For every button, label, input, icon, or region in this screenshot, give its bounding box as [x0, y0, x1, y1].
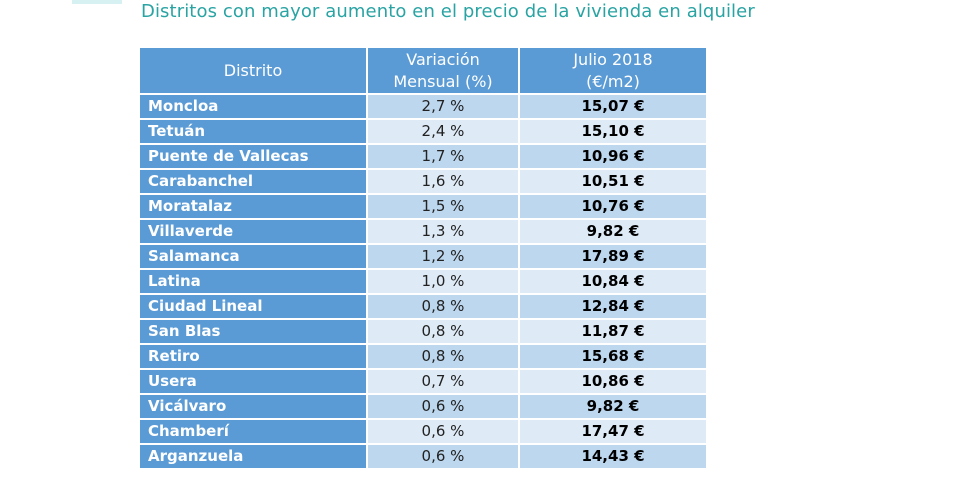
table-row: San Blas 0,8 % 11,87 € — [140, 320, 706, 343]
header-variacion: Variación Mensual (%) — [368, 48, 518, 93]
cell-precio: 17,89 € — [520, 245, 706, 268]
table-header: Distrito Variación Mensual (%) Julio 201… — [140, 48, 706, 93]
cell-precio: 15,10 € — [520, 120, 706, 143]
cell-precio: 11,87 € — [520, 320, 706, 343]
header-precio: Julio 2018 (€/m2) — [520, 48, 706, 93]
table-row: Villaverde 1,3 % 9,82 € — [140, 220, 706, 243]
table-row: Chamberí 0,6 % 17,47 € — [140, 420, 706, 443]
header-precio-line1: Julio 2018 — [573, 49, 653, 69]
cell-variacion: 0,6 % — [368, 395, 518, 418]
cell-variacion: 1,2 % — [368, 245, 518, 268]
cell-distrito: Moratalaz — [140, 195, 366, 218]
cell-precio: 10,96 € — [520, 145, 706, 168]
cell-variacion: 2,4 % — [368, 120, 518, 143]
table-row: Vicálvaro 0,6 % 9,82 € — [140, 395, 706, 418]
cell-precio: 9,82 € — [520, 395, 706, 418]
cell-precio: 15,07 € — [520, 95, 706, 118]
cell-precio: 10,76 € — [520, 195, 706, 218]
table-row: Latina 1,0 % 10,84 € — [140, 270, 706, 293]
cell-variacion: 1,6 % — [368, 170, 518, 193]
cell-distrito: Chamberí — [140, 420, 366, 443]
cell-variacion: 2,7 % — [368, 95, 518, 118]
cell-precio: 10,51 € — [520, 170, 706, 193]
cell-variacion: 1,7 % — [368, 145, 518, 168]
cell-variacion: 0,8 % — [368, 295, 518, 318]
table-row: Salamanca 1,2 % 17,89 € — [140, 245, 706, 268]
table-body: Moncloa 2,7 % 15,07 € Tetuán 2,4 % 15,10 € Pue… — [140, 95, 706, 468]
cell-distrito: Retiro — [140, 345, 366, 368]
rent-price-table: Distrito Variación Mensual (%) Julio 201… — [138, 46, 708, 470]
cell-precio: 17,47 € — [520, 420, 706, 443]
table-row: Retiro 0,8 % 15,68 € — [140, 345, 706, 368]
table-row: Moncloa 2,7 % 15,07 € — [140, 95, 706, 118]
cell-variacion: 1,3 % — [368, 220, 518, 243]
cell-precio: 14,43 € — [520, 445, 706, 468]
cell-precio: 10,86 € — [520, 370, 706, 393]
header-distrito-label: Distrito — [223, 60, 283, 80]
table-row: Tetuán 2,4 % 15,10 € — [140, 120, 706, 143]
header-precio-line2: (€/m2) — [586, 71, 640, 91]
cell-precio: 10,84 € — [520, 270, 706, 293]
header-distrito: Distrito — [140, 48, 366, 93]
page-title: Distritos con mayor aumento en el precio… — [141, 1, 755, 22]
header-row: Distrito Variación Mensual (%) Julio 201… — [140, 48, 706, 93]
cell-distrito: Puente de Vallecas — [140, 145, 366, 168]
cell-precio: 15,68 € — [520, 345, 706, 368]
cell-distrito: Tetuán — [140, 120, 366, 143]
cell-variacion: 1,0 % — [368, 270, 518, 293]
cell-precio: 9,82 € — [520, 220, 706, 243]
cell-variacion: 1,5 % — [368, 195, 518, 218]
top-accent-bar — [72, 0, 122, 4]
cell-distrito: Villaverde — [140, 220, 366, 243]
table-row: Puente de Vallecas 1,7 % 10,96 € — [140, 145, 706, 168]
table-row: Carabanchel 1,6 % 10,51 € — [140, 170, 706, 193]
header-variacion-line2: Mensual (%) — [393, 71, 493, 91]
table-row: Moratalaz 1,5 % 10,76 € — [140, 195, 706, 218]
table-row: Arganzuela 0,6 % 14,43 € — [140, 445, 706, 468]
cell-distrito: Latina — [140, 270, 366, 293]
table-row: Ciudad Lineal 0,8 % 12,84 € — [140, 295, 706, 318]
cell-variacion: 0,6 % — [368, 445, 518, 468]
cell-precio: 12,84 € — [520, 295, 706, 318]
cell-distrito: Arganzuela — [140, 445, 366, 468]
cell-distrito: Carabanchel — [140, 170, 366, 193]
cell-variacion: 0,6 % — [368, 420, 518, 443]
cell-variacion: 0,7 % — [368, 370, 518, 393]
header-variacion-line1: Variación — [406, 49, 480, 69]
cell-distrito: San Blas — [140, 320, 366, 343]
cell-variacion: 0,8 % — [368, 320, 518, 343]
cell-distrito: Moncloa — [140, 95, 366, 118]
cell-variacion: 0,8 % — [368, 345, 518, 368]
cell-distrito: Salamanca — [140, 245, 366, 268]
cell-distrito: Ciudad Lineal — [140, 295, 366, 318]
cell-distrito: Usera — [140, 370, 366, 393]
cell-distrito: Vicálvaro — [140, 395, 366, 418]
table-row: Usera 0,7 % 10,86 € — [140, 370, 706, 393]
